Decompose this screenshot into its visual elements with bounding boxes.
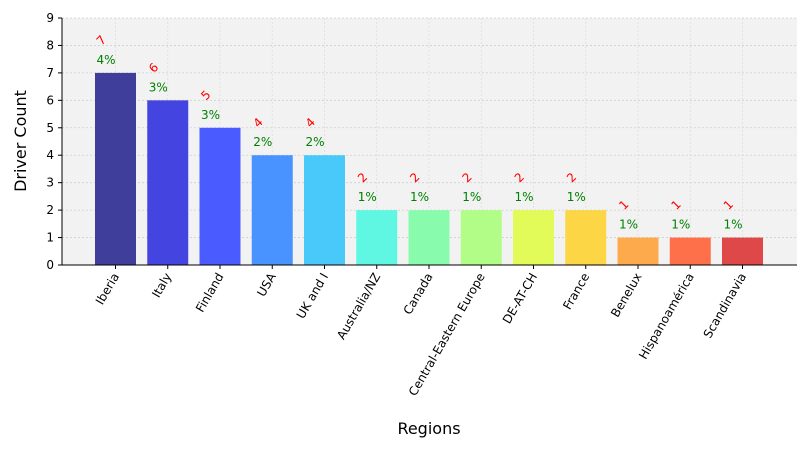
y-tick-label: 4 — [46, 148, 54, 162]
percent-label: 1% — [619, 218, 638, 232]
y-tick-label: 2 — [46, 203, 54, 217]
percent-label: 1% — [462, 190, 481, 204]
bar-de-at-ch — [513, 210, 554, 265]
bar-benelux — [617, 237, 659, 265]
percent-label: 2% — [306, 135, 325, 149]
percent-label: 1% — [671, 218, 690, 232]
x-tick-label: Benelux — [608, 271, 644, 320]
percent-label: 3% — [201, 108, 220, 122]
x-tick-label: Italy — [149, 271, 174, 301]
bar-hispanoam-rica — [669, 237, 711, 265]
x-tick-label: Iberia — [93, 271, 122, 308]
percent-label: 1% — [358, 190, 377, 204]
percent-label: 4% — [97, 53, 116, 67]
x-tick-label: UK and I — [294, 271, 331, 322]
y-tick-label: 9 — [46, 11, 54, 25]
x-ticks-group: Iberia Italy Finland USA UK and I Australia/N… — [93, 265, 749, 398]
bar-uk-and-i — [304, 155, 345, 265]
y-tick-label: 6 — [46, 93, 54, 107]
percent-label: 1% — [724, 218, 743, 232]
x-axis-label: Regions — [397, 419, 460, 438]
x-tick-label: Canada — [401, 271, 436, 318]
percent-label: 3% — [149, 80, 168, 94]
bar-finland — [199, 127, 241, 266]
bar-usa — [251, 155, 293, 265]
y-tick-label: 0 — [46, 258, 54, 272]
bar-iberia — [95, 72, 136, 265]
y-axis-label: Driver Count — [11, 90, 30, 192]
y-tick-label: 8 — [46, 38, 54, 52]
y-tick-label: 5 — [46, 121, 54, 135]
x-tick-label: France — [560, 271, 592, 313]
y-tick-label: 7 — [46, 66, 54, 80]
bar-scandinavia — [722, 237, 763, 265]
bar-italy — [147, 100, 189, 265]
percent-label: 1% — [515, 190, 534, 204]
x-tick-label: DE-AT-CH — [500, 271, 540, 327]
bar-australia-nz — [356, 210, 398, 265]
y-tick-label: 3 — [46, 176, 54, 190]
x-tick-label: Scandinavia — [701, 271, 750, 341]
bar-canada — [408, 210, 450, 265]
x-tick-label: Australia/NZ — [334, 271, 383, 342]
bar-central-eastern-europe — [460, 210, 502, 265]
percent-label: 1% — [567, 190, 586, 204]
y-tick-label: 1 — [46, 231, 54, 245]
x-tick-label: Hispanoamérica — [636, 271, 697, 362]
x-tick-label: USA — [254, 270, 279, 299]
y-ticks-group: 0 1 2 3 4 5 6 7 8 9 — [46, 11, 62, 272]
percent-label: 2% — [253, 135, 272, 149]
bars-group — [95, 72, 763, 266]
bar-france — [565, 210, 607, 265]
x-tick-label: Finland — [193, 271, 227, 315]
percent-label: 1% — [410, 190, 429, 204]
